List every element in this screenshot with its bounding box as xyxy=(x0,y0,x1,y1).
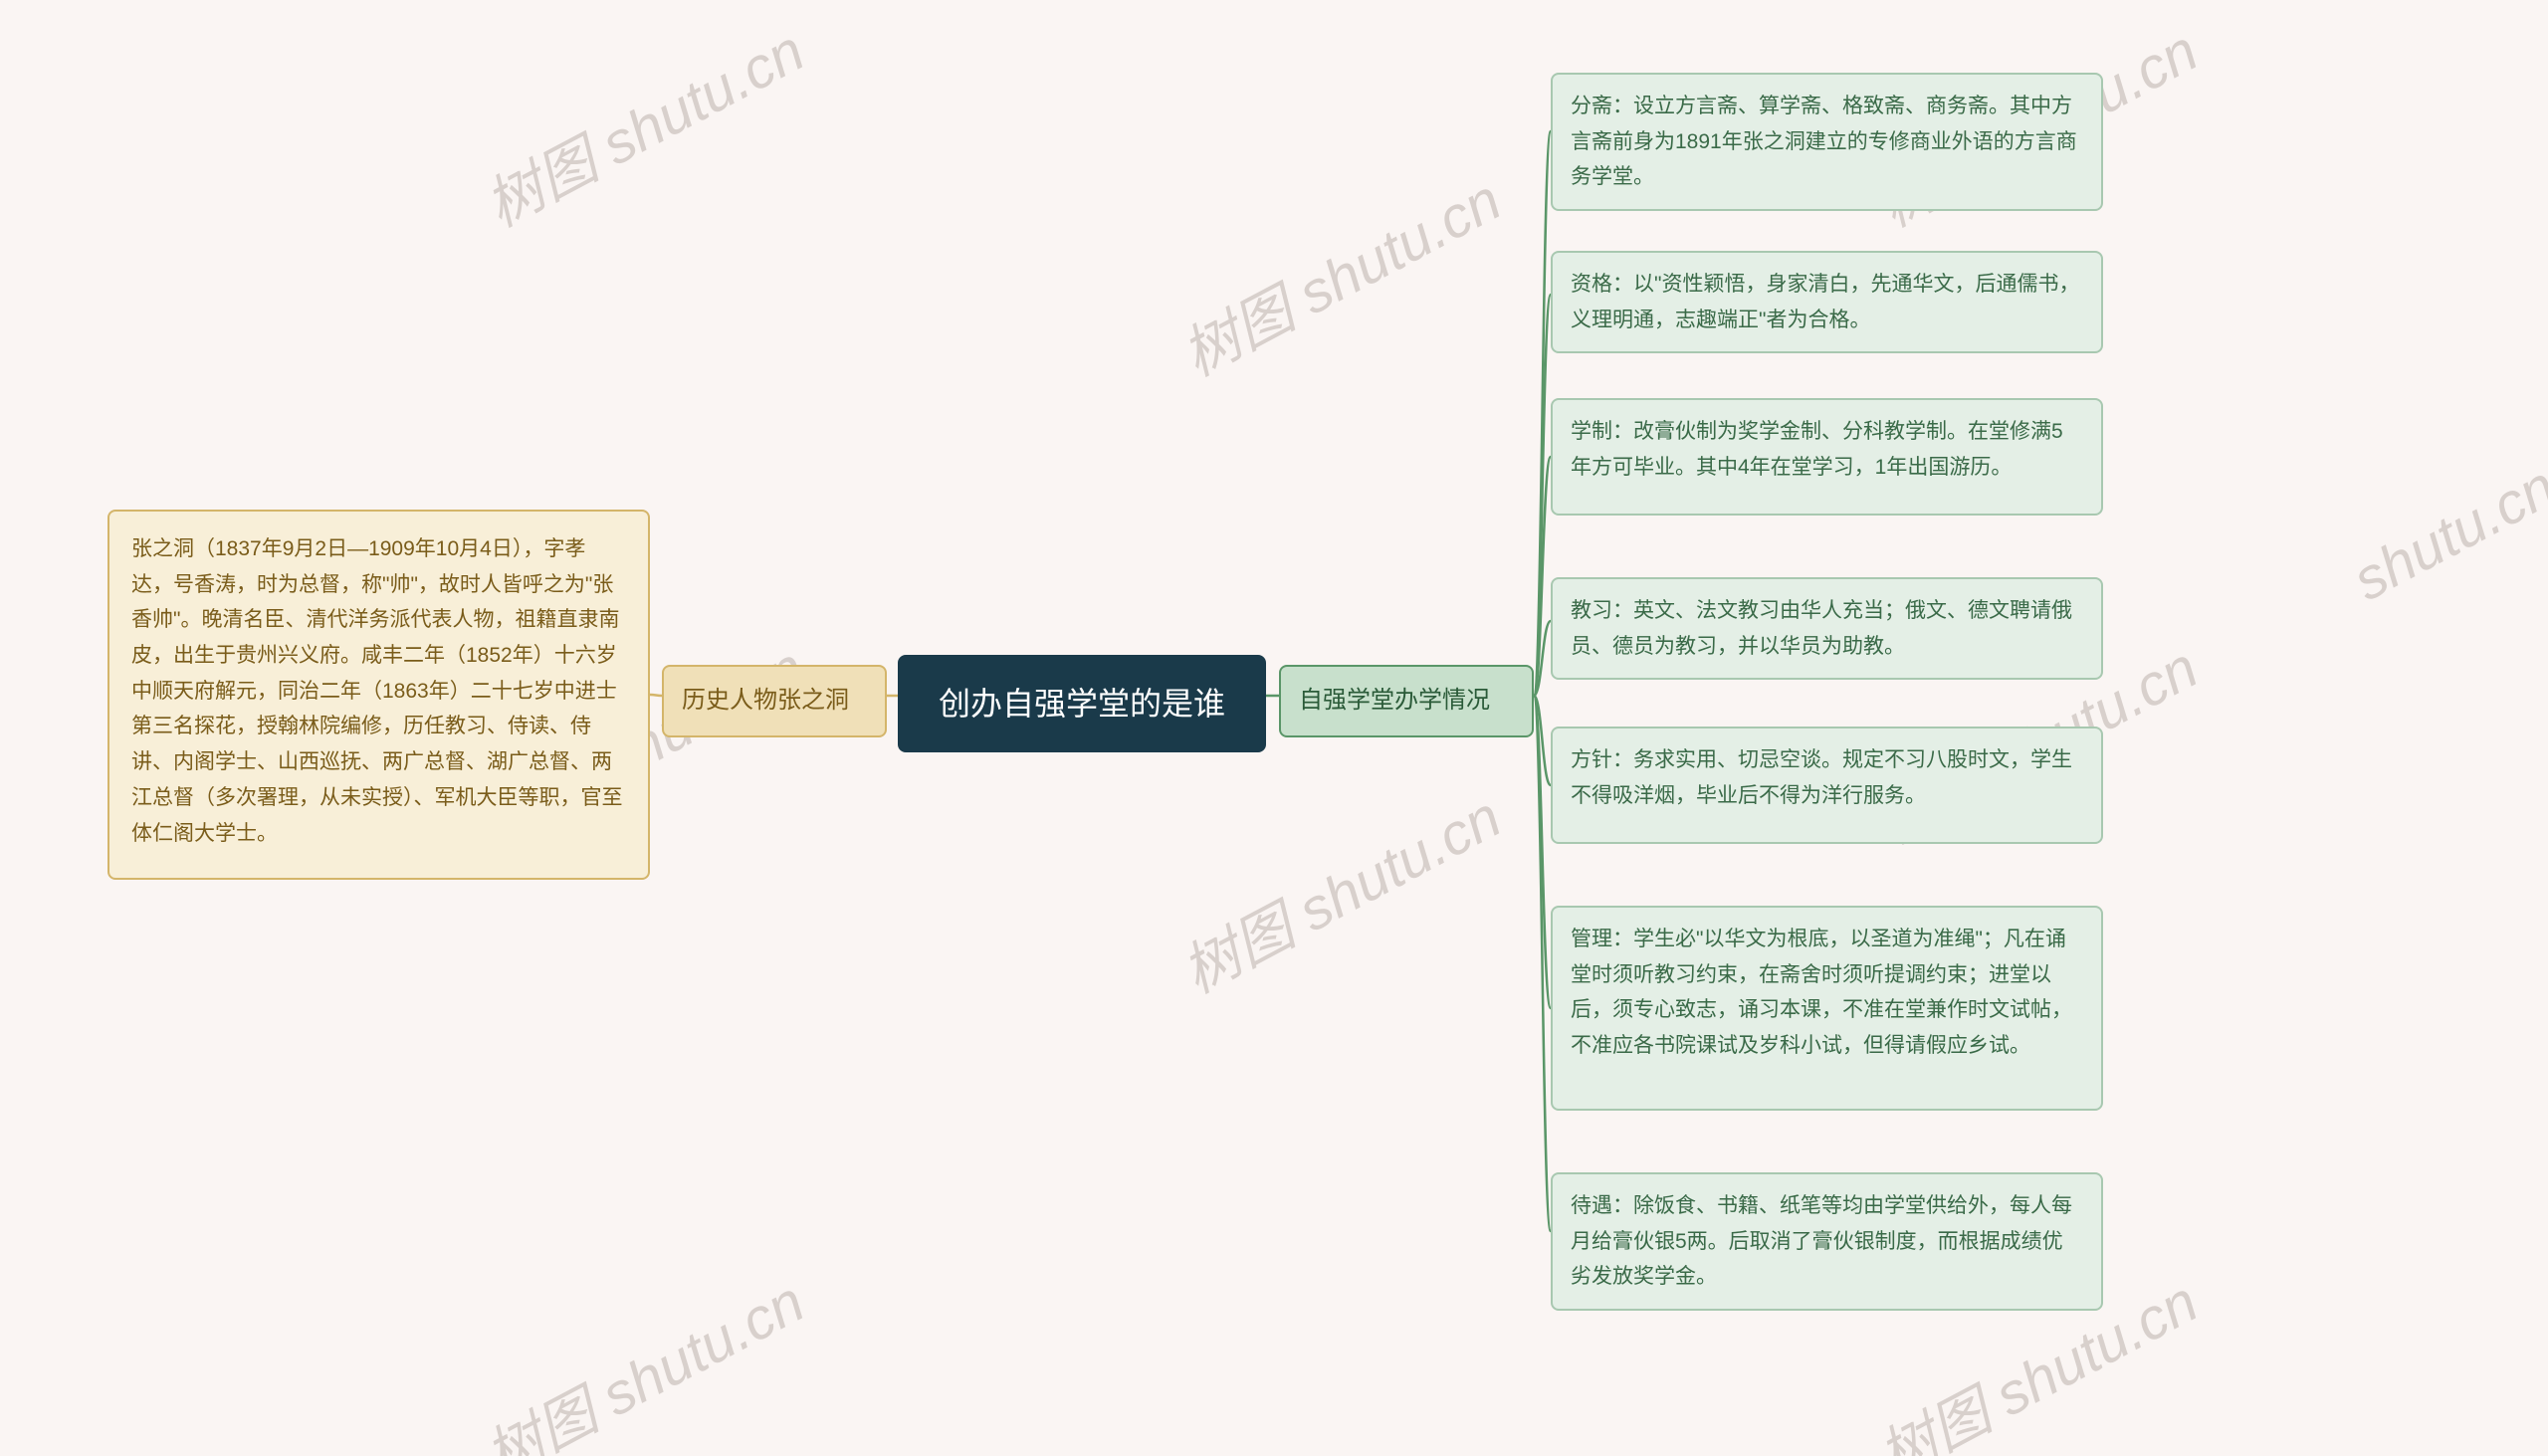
right-leaf-node[interactable]: 待遇：除饭食、书籍、纸笔等均由学堂供给外，每人每月给膏伙银5两。后取消了膏伙银制… xyxy=(1551,1172,2103,1311)
left-leaf-node[interactable]: 张之洞（1837年9月2日—1909年10月4日），字孝达，号香涛，时为总督，称… xyxy=(107,510,650,880)
right-branch-node[interactable]: 自强学堂办学情况 xyxy=(1279,665,1534,737)
center-topic[interactable]: 创办自强学堂的是谁 xyxy=(898,655,1266,752)
right-leaf-node[interactable]: 分斋：设立方言斋、算学斋、格致斋、商务斋。其中方言斋前身为1891年张之洞建立的… xyxy=(1551,73,2103,211)
watermark-text: 树图 shutu.cn xyxy=(469,1256,817,1456)
mindmap-canvas: 树图 shutu.cn 树图 shutu.cn 树图 shutu.cn 树图 shut… xyxy=(0,0,2548,1456)
watermark-text: 树图 shutu.cn xyxy=(1166,154,1514,392)
watermark-text: shutu.cn xyxy=(2343,453,2548,614)
right-leaf-node[interactable]: 管理：学生必"以华文为根底，以圣道为准绳"；凡在诵堂时须听教习约束，在斋舍时须听… xyxy=(1551,906,2103,1111)
right-leaf-node[interactable]: 学制：改膏伙制为奖学金制、分科教学制。在堂修满5年方可毕业。其中4年在堂学习，1… xyxy=(1551,398,2103,516)
right-leaf-node[interactable]: 方针：务求实用、切忌空谈。规定不习八股时文，学生不得吸洋烟，毕业后不得为洋行服务… xyxy=(1551,727,2103,844)
watermark-text: 树图 shutu.cn xyxy=(1166,771,1514,1009)
right-leaf-node[interactable]: 教习：英文、法文教习由华人充当；俄文、德文聘请俄员、德员为教习，并以华员为助教。 xyxy=(1551,577,2103,680)
watermark-text: 树图 shutu.cn xyxy=(469,5,817,243)
left-branch-node[interactable]: 历史人物张之洞 xyxy=(662,665,887,737)
right-leaf-node[interactable]: 资格：以"资性颖悟，身家清白，先通华文，后通儒书，义理明通，志趣端正"者为合格。 xyxy=(1551,251,2103,353)
